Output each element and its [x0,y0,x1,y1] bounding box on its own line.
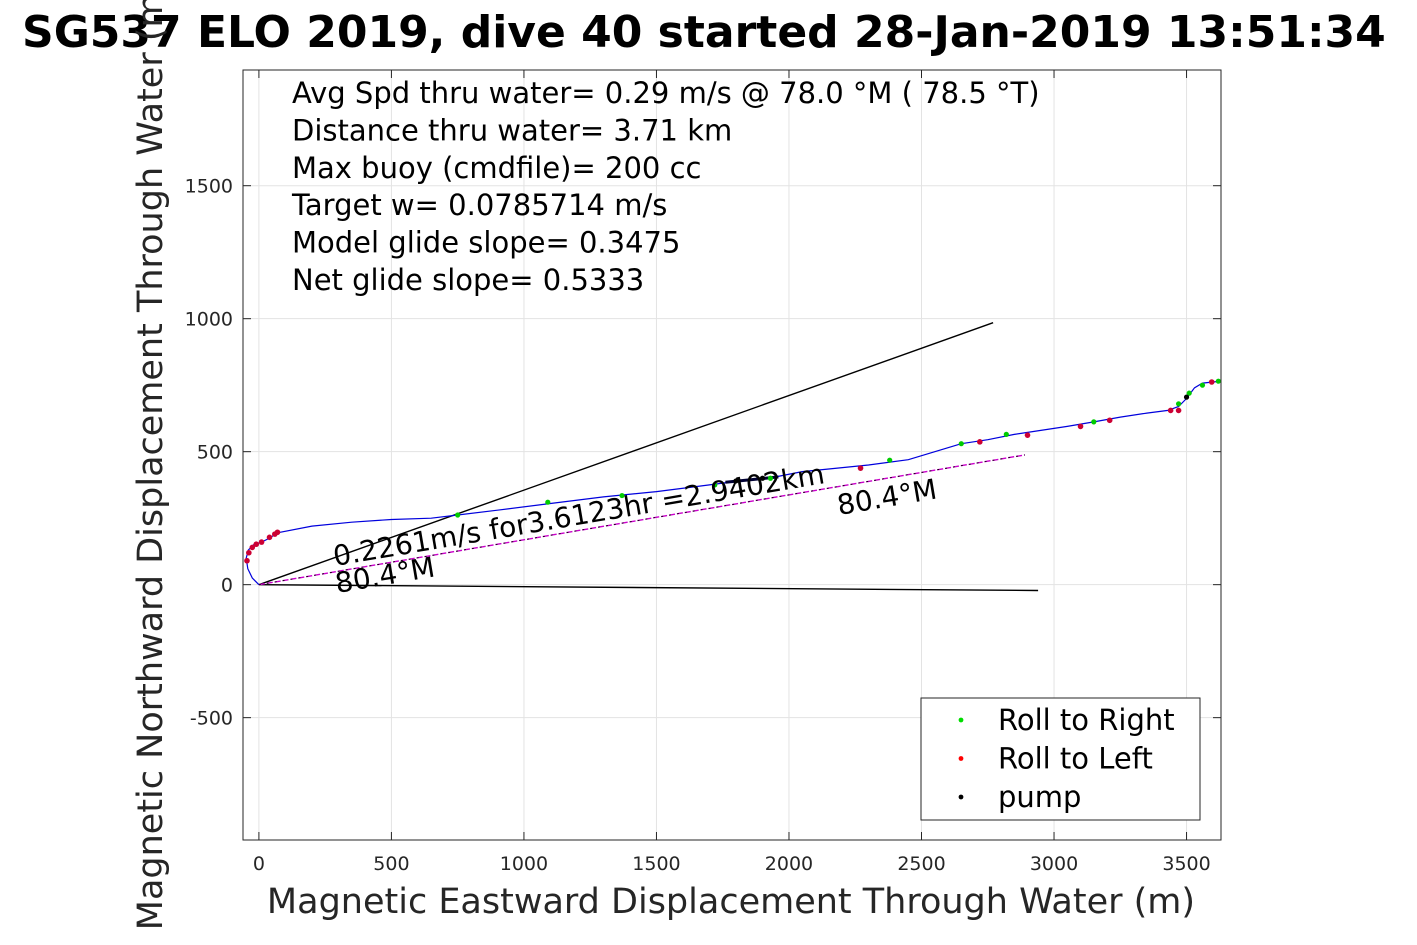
roll-left-marker [249,544,256,551]
legend: Roll to Right Roll to Left pump [920,697,1201,821]
x-tick-label: 3000 [1030,853,1078,875]
y-tick-label: 500 [197,442,233,464]
x-axis-label: Magnetic Eastward Displacement Through W… [267,882,1195,922]
heading-line [258,322,994,586]
x-tick-label: 0 [253,853,265,875]
roll-right-marker [455,512,461,518]
roll-left-marker [1167,407,1174,414]
legend-box [920,697,1201,821]
chart-title: SG537 ELO 2019, dive 40 started 28-Jan-2… [22,7,1386,58]
legend-marker [958,717,964,723]
stat-line: Avg Spd thru water= 0.29 m/s @ 78.0 °M (… [292,76,1040,110]
stat-line: Net glide slope= 0.5333 [292,263,644,297]
y-tick-label: 0 [221,575,233,597]
y-tick-label: 1000 [185,309,233,331]
roll-right-marker [1175,401,1182,407]
roll-left-marker [1106,417,1113,424]
roll-left-marker [857,465,864,471]
roll-right-marker [1003,431,1009,437]
stat-line: Model glide slope= 0.3475 [292,226,680,260]
legend-label: Roll to Right [998,703,1175,737]
x-tick-label: 2500 [897,853,945,875]
roll-left-marker [246,549,252,556]
roll-left-marker [1175,407,1182,414]
stats-block: Avg Spd thru water= 0.29 m/s @ 78.0 °M (… [291,76,1040,297]
roll-left-marker [253,541,260,548]
axes-frame [242,69,1222,841]
grid [243,70,1221,840]
x-tick-label: 3500 [1162,853,1210,875]
roll-left-marker [1077,423,1084,430]
roll-right-marker [1091,419,1097,425]
roll-left-marker [258,539,265,545]
roll-left-marker [977,439,983,445]
roll-left-marker [244,557,250,564]
target-line-overlay [258,454,1025,586]
x-tick-label: 1000 [500,853,548,875]
stat-line: Max buoy (cmdfile)= 200 cc [292,151,701,185]
axis-ticks: 0 500 1000 1500 2000 2500 3000 3500 -500 0 500 1000… [185,70,1221,875]
roll-right-marker [712,482,718,488]
roll-left-marker [1024,432,1031,438]
pump-marker [759,475,766,481]
roll-right-marker [958,441,964,447]
stat-line: Target w= 0.0785714 m/s [291,188,667,222]
legend-marker [958,794,964,800]
roll-left-marker [274,529,281,536]
roll-left-marker [266,534,273,541]
legend-label: Roll to Left [998,742,1153,776]
roll-right-marker [545,499,551,505]
pump-marker [733,478,739,484]
y-axis-label: Magnetic Northward Displacement Through … [131,0,171,930]
roll-left-marker [1208,379,1215,385]
x-tick-label: 500 [373,853,409,875]
roll-right-marker [1199,382,1206,388]
plot-area [244,322,1222,592]
stat-line: Distance thru water= 3.71 km [292,113,732,147]
heading-line [258,584,1039,592]
roll-right-marker [887,457,893,463]
roll-right-marker [1215,378,1221,384]
roll-right-marker [1186,390,1192,396]
legend-marker [958,756,964,761]
x-tick-label: 2000 [765,853,813,875]
y-tick-label: -500 [190,708,233,730]
annotations: 0.2261m/s for3.6123hr =2.9402km80.4°M80.… [331,457,940,600]
legend-label: pump [998,780,1081,814]
y-tick-label: 1500 [185,176,233,198]
heading-annotation-end: 80.4°M [835,473,940,522]
pump-marker [1183,394,1190,400]
x-tick-label: 1500 [632,853,680,875]
roll-right-marker [619,492,625,499]
roll-right-marker [767,475,774,481]
